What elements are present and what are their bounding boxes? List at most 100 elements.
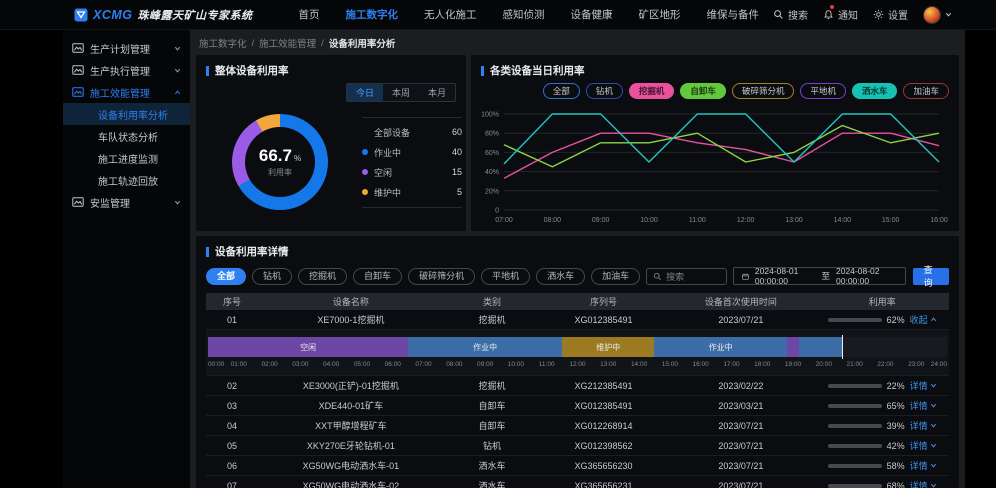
table-row-03[interactable]: 03 XDE440-01矿车 自卸车 XG012385491 2023/03/21 65%…: [206, 396, 949, 416]
details-link[interactable]: 详情: [910, 399, 937, 412]
user-menu[interactable]: [923, 5, 952, 24]
cell-name: XKY270E牙轮钻机-01: [306, 441, 395, 451]
timeline-tick: 06:00: [384, 361, 401, 368]
calendar-icon: [742, 273, 749, 280]
filter-chip-自卸车[interactable]: 自卸车: [353, 267, 403, 285]
table-row-06[interactable]: 06 XG50WG电动洒水车-01 洒水车 XG365656230 2023/07/21…: [206, 456, 949, 476]
donut-label: 利用率: [268, 167, 292, 177]
nav-item-矿区地形[interactable]: 矿区地形: [638, 9, 681, 21]
chip-挖掘机[interactable]: 挖掘机: [628, 83, 675, 99]
series-挖掘机: [503, 132, 940, 179]
chevron-down-icon: [174, 46, 181, 51]
date-range-picker[interactable]: 2024-08-01 00:00:00 至 2024-08-02 00:00:0…: [733, 266, 906, 286]
cell-type: 挖掘机: [478, 315, 506, 325]
details-link[interactable]: 详情: [910, 479, 937, 488]
notifications-button[interactable]: 通知: [823, 5, 858, 22]
tab-本月[interactable]: 本月: [427, 88, 446, 98]
filter-chip-破碎筛分机[interactable]: 破碎筛分机: [408, 267, 476, 285]
settings-button[interactable]: 设置: [873, 7, 908, 22]
chip-加油车[interactable]: 加油车: [903, 83, 949, 99]
timeline-tick: 21:00: [846, 361, 863, 368]
column-header-设备名称: 设备名称: [332, 297, 369, 307]
chip-洒水车[interactable]: 洒水车: [851, 83, 898, 99]
tab-本周[interactable]: 本周: [391, 88, 410, 98]
cell-first-use: 2023/07/21: [718, 314, 764, 325]
sidebar-group-label: 生产执行管理: [90, 66, 150, 78]
filter-chip-钻机[interactable]: 钻机: [252, 267, 293, 285]
timeline-tick: 09:00: [476, 361, 494, 368]
chip-钻机[interactable]: 钻机: [585, 83, 623, 99]
chip-自卸车[interactable]: 自卸车: [680, 83, 726, 99]
detail-panel-head: 设备利用率详情: [196, 236, 959, 259]
timeline-tick: 08:00: [446, 361, 463, 368]
filter-chip-洒水车[interactable]: 洒水车: [536, 267, 586, 285]
timeline-tick: 04:00: [323, 361, 340, 368]
cell-utilization: 65% 详情: [815, 399, 949, 412]
table-row-04[interactable]: 04 XXT甲醇增程矿车 自卸车 XG012268914 2023/07/21 39% 详情: [206, 416, 949, 436]
sidebar-group-安监管理[interactable]: 安监管理: [63, 191, 190, 213]
breadcrumb-施工数字化[interactable]: 施工数字化: [199, 39, 247, 50]
nav-item-首页[interactable]: 首页: [298, 9, 320, 21]
svg-text:11:00: 11:00: [689, 217, 706, 224]
timeline-tick: 07:00: [415, 361, 432, 368]
svg-text:60%: 60%: [485, 150, 499, 157]
tab-今日[interactable]: 今日: [346, 84, 383, 101]
search-input[interactable]: 搜索: [646, 267, 727, 285]
details-link[interactable]: 详情: [910, 439, 937, 452]
svg-text:12:00: 12:00: [737, 217, 755, 224]
sidebar-group-label: 安监管理: [90, 198, 130, 210]
cell-no: 02: [226, 380, 237, 391]
cell-first-use: 2023/03/21: [718, 400, 764, 411]
timeline-tick: 10:00: [507, 361, 525, 368]
sidebar-item-车队状态分析[interactable]: 车队状态分析: [98, 132, 158, 144]
sidebar-group-生产计划管理[interactable]: 生产计划管理: [63, 37, 190, 59]
cell-first-use: 2023/07/21: [718, 460, 764, 471]
sidebar-item-设备利用率分析[interactable]: 设备利用率分析: [63, 103, 190, 125]
chip-全部[interactable]: 全部: [542, 83, 580, 99]
nav-item-感知侦测[interactable]: 感知侦测: [502, 9, 545, 21]
filter-chip-加油车[interactable]: 加油车: [591, 267, 641, 285]
nav-item-无人化施工[interactable]: 无人化施工: [424, 9, 477, 21]
nav-item-设备健康[interactable]: 设备健康: [570, 9, 613, 21]
query-button[interactable]: 查询: [912, 265, 949, 288]
settings-label: 设置: [888, 11, 908, 22]
search-button[interactable]: 搜索: [773, 7, 808, 22]
filter-chip-挖掘机[interactable]: 挖掘机: [298, 267, 348, 285]
legend-item-维护中: 维护中 5: [362, 186, 462, 199]
category-utilization-panel: 各类设备当日利用率 全部 钻机 挖掘机 自卸车 破碎筛分机 平地机 洒水车 加油车 0 20% 4…: [471, 55, 959, 231]
table-row-07[interactable]: 07 XG50WG电动洒水车-02 洒水车 XG365656231 2023/07/21…: [206, 476, 949, 488]
notifications-label: 通知: [838, 11, 858, 22]
details-link[interactable]: 详情: [910, 379, 937, 392]
utilization-percent: 65%: [886, 400, 905, 411]
details-link[interactable]: 详情: [910, 419, 937, 432]
table-row-02[interactable]: 02 XE3000(正铲)-01挖掘机 挖掘机 XG212385491 2023/02/…: [206, 376, 949, 396]
column-header-设备首次使用时间: 设备首次使用时间: [704, 297, 777, 307]
sidebar-item-施工进度监测[interactable]: 施工进度监测: [98, 154, 158, 166]
nav-item-施工数字化[interactable]: 施工数字化: [345, 9, 399, 21]
legend-value: 40: [451, 147, 462, 157]
sidebar-group-生产执行管理[interactable]: 生产执行管理: [63, 59, 190, 81]
cell-no: 03: [226, 400, 237, 411]
gear-icon: [873, 9, 884, 20]
nav-item-维保与备件[interactable]: 维保与备件: [706, 9, 760, 21]
cell-type: 钻机: [483, 441, 502, 451]
collapse-link[interactable]: 收起: [910, 313, 937, 326]
table-row-01[interactable]: 01 XE7000-1挖掘机 挖掘机 XG012385491 2023/07/21 62%…: [206, 310, 949, 330]
column-header-类别: 类别: [483, 297, 502, 307]
timeline-tick: 13:00: [600, 361, 617, 368]
chevron-down-icon: [930, 483, 936, 488]
details-link[interactable]: 详情: [910, 459, 937, 472]
chip-平地机[interactable]: 平地机: [800, 83, 846, 99]
table-row-05[interactable]: 05 XKY270E牙轮钻机-01 钻机 XG012398562 2023/07/21 4…: [206, 436, 949, 456]
breadcrumb-施工效能管理[interactable]: 施工效能管理: [259, 39, 317, 50]
chip-破碎筛分机[interactable]: 破碎筛分机: [731, 83, 795, 99]
timeline-tick: 11:00: [538, 361, 555, 368]
filter-chip-全部[interactable]: 全部: [206, 267, 247, 285]
sidebar-item-施工轨迹回放[interactable]: 施工轨迹回放: [98, 176, 158, 188]
sidebar-group-施工效能管理[interactable]: 施工效能管理: [63, 81, 190, 103]
date-separator: 至: [821, 271, 830, 281]
cell-serial: XG212385491: [574, 380, 633, 391]
cell-serial: XG365656230: [574, 460, 633, 471]
chevron-down-icon: [930, 443, 936, 448]
filter-chip-平地机[interactable]: 平地机: [481, 267, 531, 285]
